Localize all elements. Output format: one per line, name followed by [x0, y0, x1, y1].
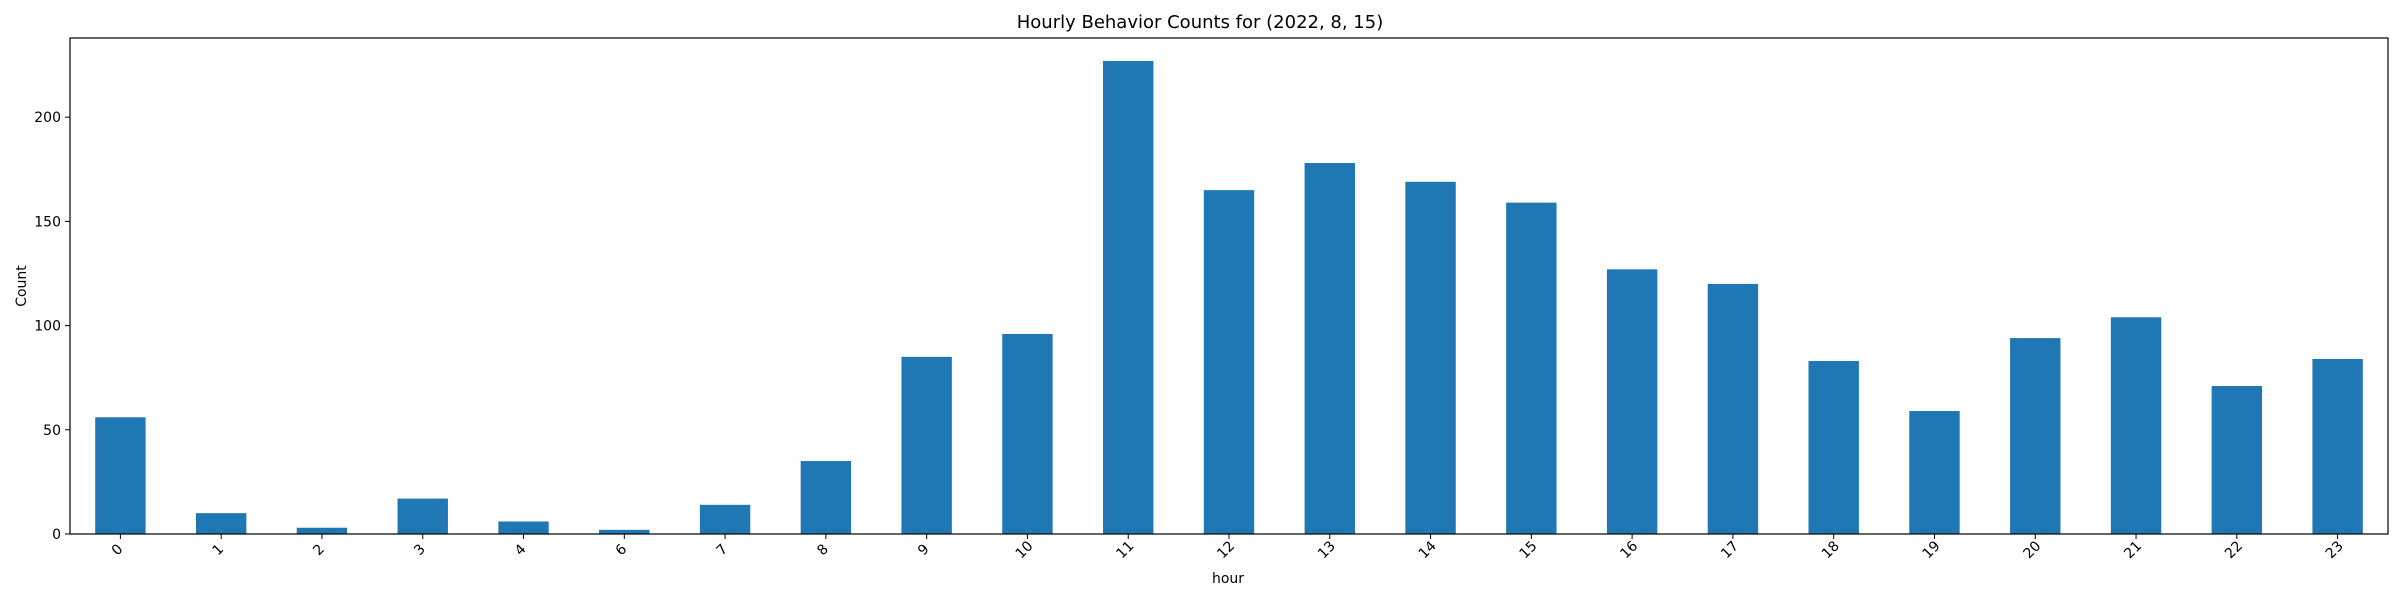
x-tick-label: 1 — [210, 541, 228, 559]
bar-hour-12 — [1203, 190, 1255, 534]
bar-hour-19 — [1909, 411, 1960, 534]
bar-hour-20 — [2010, 338, 2061, 534]
bar-hour-8 — [800, 461, 852, 534]
bar-hour-11 — [1103, 60, 1154, 534]
bar-hour-6 — [599, 529, 650, 534]
bar-hour-13 — [1304, 163, 1355, 534]
bar-hour-1 — [195, 513, 247, 534]
x-tick-label: 11 — [1113, 538, 1137, 562]
bar-hour-21 — [2110, 317, 2162, 534]
x-tick-label: 13 — [1315, 538, 1339, 562]
x-axis-label: hour — [1212, 571, 1244, 587]
x-tick-label: 0 — [109, 541, 127, 559]
x-tick-label: 21 — [2121, 538, 2145, 562]
plot-frame — [69, 37, 2389, 535]
y-tick-label: 150 — [34, 214, 61, 230]
bar-hour-4 — [498, 521, 549, 534]
bar-hour-14 — [1405, 181, 1456, 534]
x-tick-label: 3 — [411, 541, 429, 559]
x-ticks-group: 0 1 2 3 4 6 7 8 9 10 11 12 13 14 15 16 17 18 19 20 21 22 23 — [109, 534, 2347, 562]
x-tick-label: 18 — [1819, 538, 1843, 562]
x-tick-label: 4 — [512, 541, 530, 559]
x-tick-label: 6 — [613, 541, 631, 559]
bar-hour-2 — [296, 527, 348, 534]
bar-hour-23 — [2312, 358, 2363, 534]
x-tick-label: 17 — [1718, 538, 1742, 562]
x-tick-label: 14 — [1416, 538, 1440, 562]
x-tick-label: 19 — [1920, 538, 1944, 562]
chart-title: Hourly Behavior Counts for (2022, 8, 15) — [1017, 12, 1384, 33]
bar-hour-17 — [1707, 283, 1759, 534]
x-tick-label: 15 — [1517, 538, 1541, 562]
x-tick-label: 20 — [2020, 538, 2044, 562]
bar-hour-18 — [1808, 361, 1859, 534]
x-tick-label: 22 — [2222, 538, 2246, 562]
bar-hour-16 — [1606, 269, 1658, 534]
bar-hour-9 — [901, 356, 952, 534]
y-tick-label: 100 — [34, 319, 61, 335]
x-tick-label: 2 — [310, 541, 328, 559]
x-tick-label: 23 — [2323, 538, 2347, 562]
x-tick-label: 16 — [1617, 538, 1641, 562]
y-ticks-group: 0 50 100 150 200 — [34, 110, 70, 543]
bar-hour-15 — [1506, 202, 1557, 534]
bar-hour-7 — [699, 504, 751, 534]
x-tick-label: 9 — [915, 541, 933, 559]
y-tick-label: 200 — [34, 110, 61, 126]
x-tick-label: 7 — [713, 541, 731, 559]
bar-hour-3 — [397, 498, 448, 534]
bar-hour-0 — [95, 417, 146, 534]
bar-hour-10 — [1002, 333, 1053, 534]
y-axis-label: Count — [14, 265, 30, 307]
bar-hour-22 — [2211, 386, 2263, 534]
x-tick-label: 10 — [1013, 538, 1037, 562]
x-tick-label: 12 — [1214, 538, 1238, 562]
x-tick-label: 8 — [814, 541, 832, 559]
bars-group — [95, 60, 2363, 534]
y-tick-label: 50 — [43, 423, 61, 439]
y-tick-label: 0 — [52, 527, 61, 543]
